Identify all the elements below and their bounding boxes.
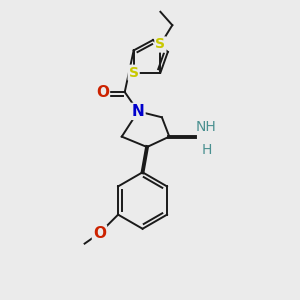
Text: N: N: [132, 104, 145, 119]
Text: H: H: [202, 142, 212, 157]
Text: NH: NH: [196, 120, 217, 134]
Text: O: O: [93, 226, 106, 241]
Text: O: O: [96, 85, 109, 100]
Text: S: S: [129, 66, 139, 80]
Text: S: S: [155, 38, 165, 52]
